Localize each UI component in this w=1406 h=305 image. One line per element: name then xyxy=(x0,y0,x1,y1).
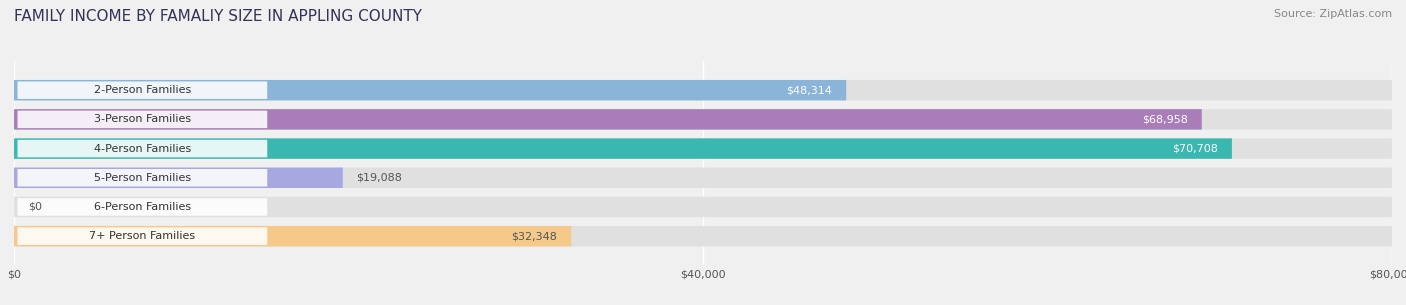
Text: $48,314: $48,314 xyxy=(786,85,832,95)
Text: 3-Person Families: 3-Person Families xyxy=(94,114,191,124)
FancyBboxPatch shape xyxy=(14,226,571,246)
FancyBboxPatch shape xyxy=(14,109,1202,130)
FancyBboxPatch shape xyxy=(17,111,267,128)
Text: FAMILY INCOME BY FAMALIY SIZE IN APPLING COUNTY: FAMILY INCOME BY FAMALIY SIZE IN APPLING… xyxy=(14,9,422,24)
FancyBboxPatch shape xyxy=(14,167,343,188)
FancyBboxPatch shape xyxy=(17,169,267,187)
FancyBboxPatch shape xyxy=(17,228,267,245)
FancyBboxPatch shape xyxy=(14,109,1392,130)
Text: 7+ Person Families: 7+ Person Families xyxy=(90,231,195,241)
Text: Source: ZipAtlas.com: Source: ZipAtlas.com xyxy=(1274,9,1392,19)
FancyBboxPatch shape xyxy=(14,138,1392,159)
FancyBboxPatch shape xyxy=(17,81,267,99)
FancyBboxPatch shape xyxy=(14,138,1232,159)
FancyBboxPatch shape xyxy=(17,140,267,157)
FancyBboxPatch shape xyxy=(14,80,1392,100)
Text: $0: $0 xyxy=(28,202,42,212)
Text: 2-Person Families: 2-Person Families xyxy=(94,85,191,95)
Text: $68,958: $68,958 xyxy=(1142,114,1188,124)
Text: $70,708: $70,708 xyxy=(1173,144,1218,154)
Text: $32,348: $32,348 xyxy=(512,231,557,241)
FancyBboxPatch shape xyxy=(14,226,1392,246)
FancyBboxPatch shape xyxy=(14,197,1392,217)
Text: 4-Person Families: 4-Person Families xyxy=(94,144,191,154)
Text: $19,088: $19,088 xyxy=(357,173,402,183)
FancyBboxPatch shape xyxy=(17,198,267,216)
FancyBboxPatch shape xyxy=(14,80,846,100)
Text: 5-Person Families: 5-Person Families xyxy=(94,173,191,183)
Text: 6-Person Families: 6-Person Families xyxy=(94,202,191,212)
FancyBboxPatch shape xyxy=(14,167,1392,188)
